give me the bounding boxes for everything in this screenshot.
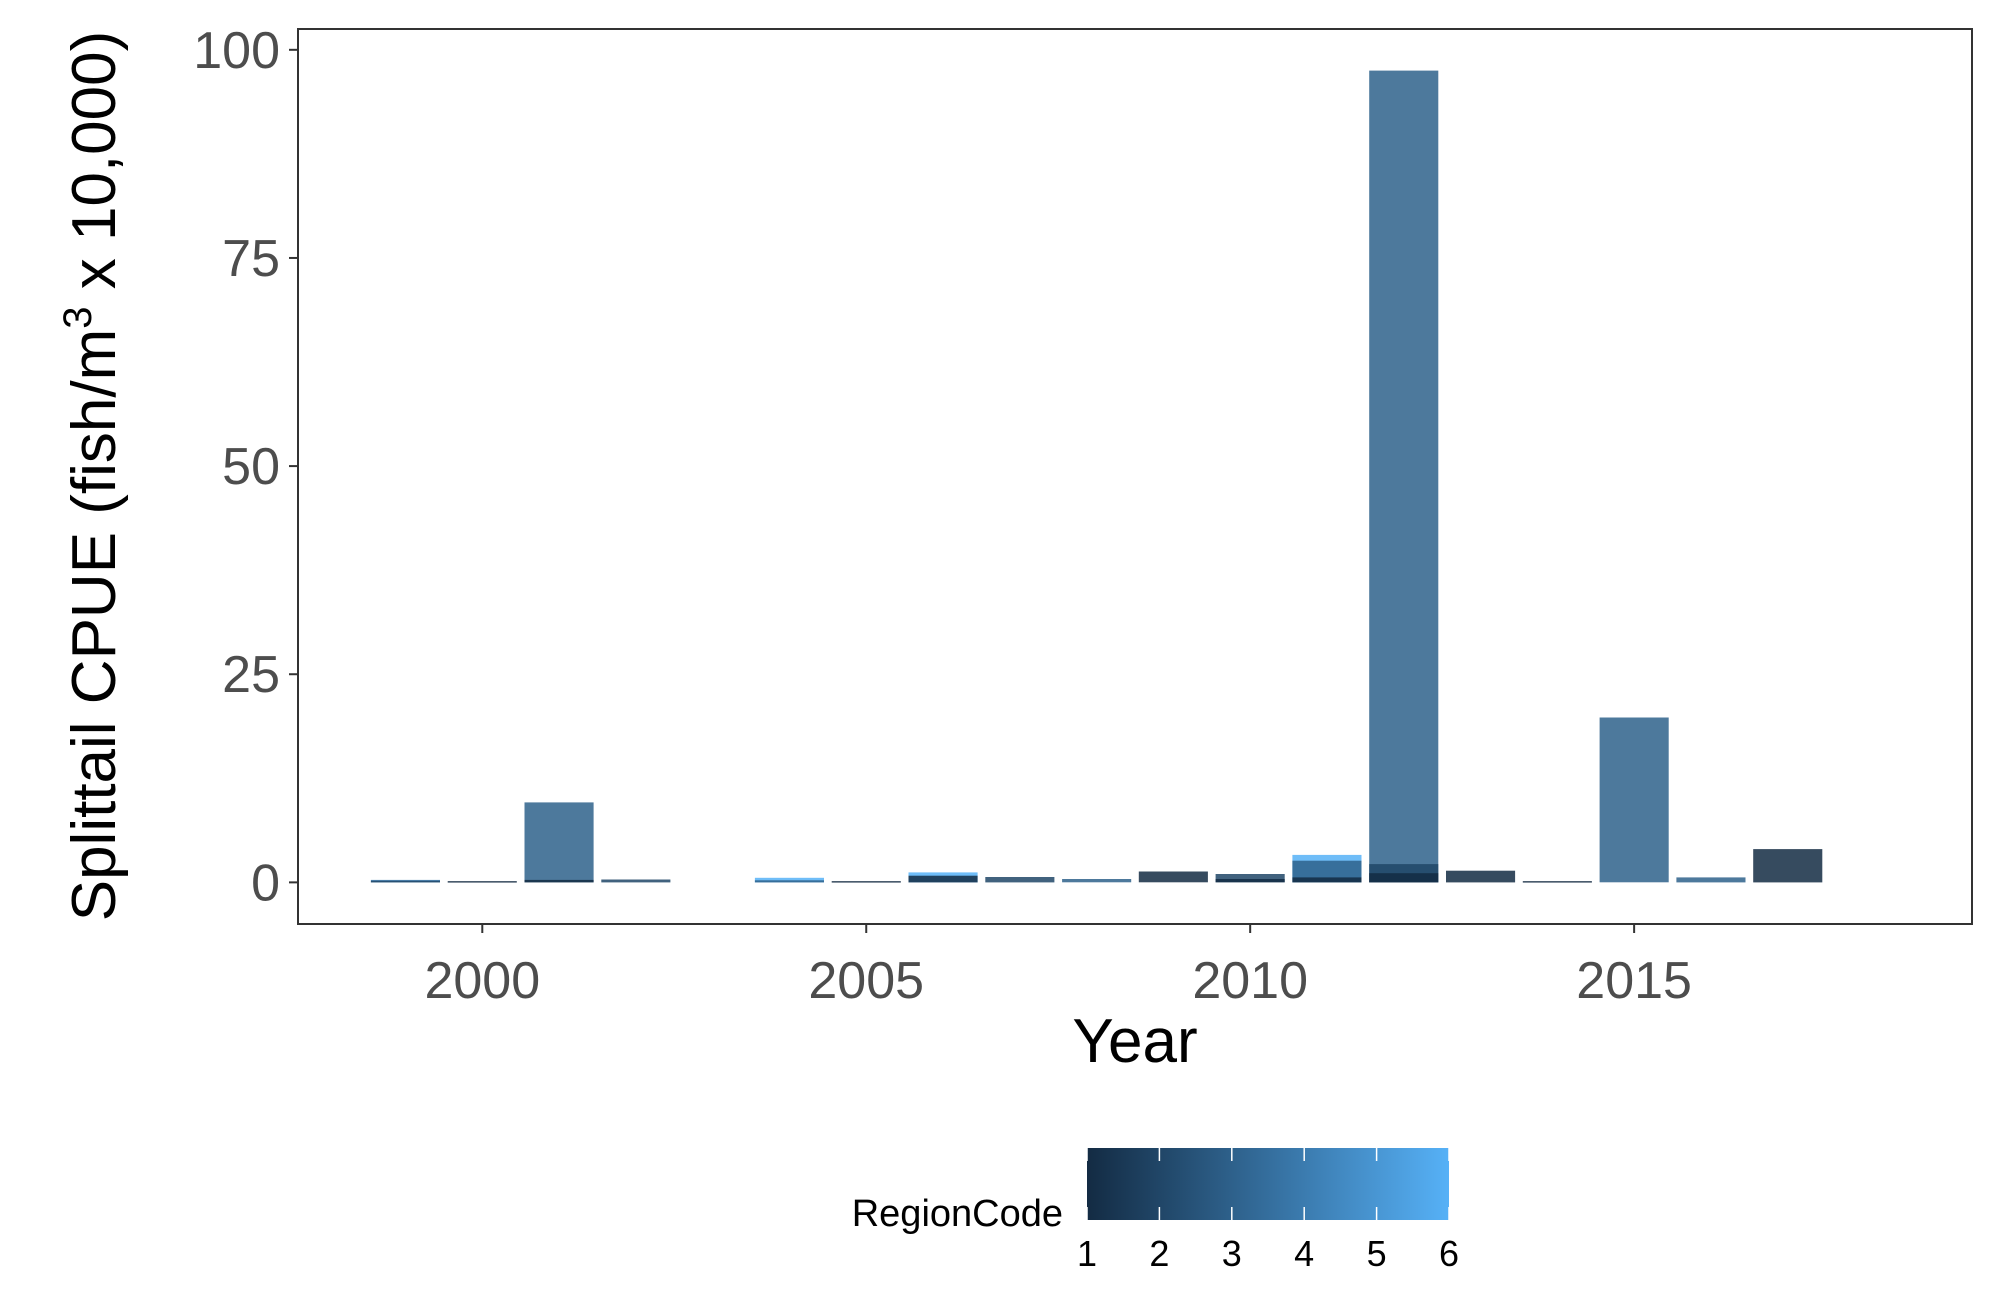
legend-tick-label: 1 bbox=[1077, 1233, 1097, 1274]
bar-2004-region-6 bbox=[754, 877, 824, 883]
bar-2011-region-1 bbox=[1292, 877, 1362, 883]
y-tick-label: 25 bbox=[222, 646, 280, 704]
x-axis: 2000 2005 2010 2015 bbox=[424, 924, 1692, 1010]
legend-color-bar bbox=[1087, 1148, 1449, 1220]
legend-title: RegionCode bbox=[852, 1193, 1063, 1235]
bar-2002-region-2 bbox=[601, 879, 671, 883]
legend-ticks: 1 2 3 4 5 6 bbox=[1077, 1148, 1459, 1274]
legend-tick-label: 2 bbox=[1149, 1233, 1169, 1274]
bar-2006-region-1 bbox=[908, 875, 978, 883]
x-tick-label: 2010 bbox=[1192, 952, 1308, 1010]
bar-2000-region-1 bbox=[447, 881, 517, 883]
x-tick-label: 2005 bbox=[808, 952, 924, 1010]
x-axis-title: Year bbox=[1072, 1007, 1197, 1076]
bar-2013-region-1 bbox=[1446, 870, 1516, 883]
bar-2007-region-2 bbox=[985, 877, 1055, 883]
bar-2010-region-1 bbox=[1215, 879, 1285, 883]
y-tick-label: 0 bbox=[251, 854, 280, 912]
bars-layer bbox=[370, 70, 1823, 883]
bar-2012-region-3 bbox=[1369, 70, 1439, 883]
y-axis-title-main: Splittail CPUE (fish/m bbox=[60, 329, 129, 922]
legend-tick-label: 3 bbox=[1222, 1233, 1242, 1274]
bar-2011-region-3 bbox=[1292, 860, 1362, 883]
y-tick-label: 75 bbox=[222, 230, 280, 288]
bar-1999-region-2 bbox=[370, 880, 440, 883]
bar-2001-region-3 bbox=[524, 802, 594, 883]
y-tick-label: 100 bbox=[193, 22, 280, 80]
bar-2009-region-1 bbox=[1138, 871, 1208, 883]
legend-tick-label: 6 bbox=[1439, 1233, 1459, 1274]
x-tick-label: 2015 bbox=[1576, 952, 1692, 1010]
bar-2012-region-1 bbox=[1369, 873, 1439, 883]
legend: RegionCode 1 2 3 4 5 6 bbox=[852, 1148, 1459, 1274]
panel-border bbox=[297, 28, 1973, 925]
y-axis-title-superscript: 3 bbox=[56, 306, 100, 328]
bar-2017-region-1 bbox=[1753, 849, 1823, 883]
y-axis-title-tail: x 10,000) bbox=[60, 31, 129, 307]
bar-2015-region-3 bbox=[1599, 717, 1669, 883]
y-axis: 0 25 50 75 100 bbox=[193, 22, 298, 912]
y-tick-label: 50 bbox=[222, 438, 280, 496]
bar-2005-region-1 bbox=[831, 881, 901, 883]
bar-2016-region-3 bbox=[1676, 877, 1746, 883]
legend-tick-label: 5 bbox=[1367, 1233, 1387, 1274]
y-axis-title: Splittail CPUE (fish/m3 x 10,000) bbox=[56, 31, 129, 922]
bar-2014-region-1 bbox=[1522, 881, 1592, 883]
bar-2008-region-3 bbox=[1062, 879, 1132, 883]
bar-2004-region-3 bbox=[754, 880, 824, 883]
x-tick-label: 2000 bbox=[424, 952, 540, 1010]
bar-2010-region-2 bbox=[1215, 874, 1285, 883]
legend-tick-label: 4 bbox=[1294, 1233, 1314, 1274]
bar-2001-region-1 bbox=[524, 879, 594, 883]
